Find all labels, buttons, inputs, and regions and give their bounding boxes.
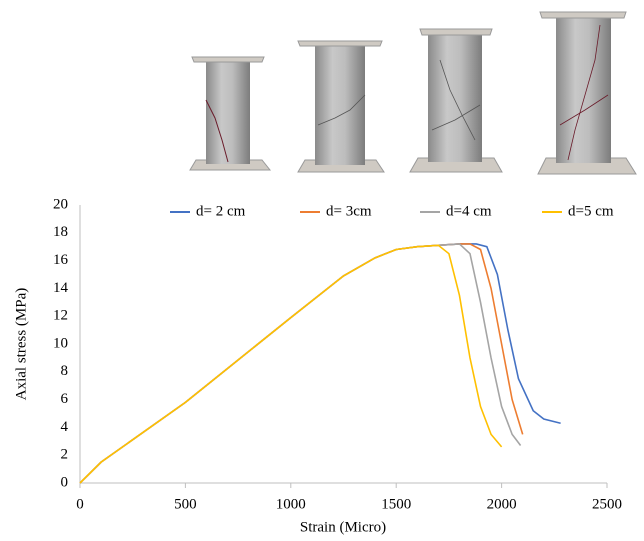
y-tick-label: 18 bbox=[53, 224, 68, 240]
x-axis-title: Strain (Micro) bbox=[300, 519, 386, 535]
y-tick-label: 20 bbox=[53, 196, 68, 212]
x-tick-label: 1000 bbox=[276, 496, 306, 512]
x-tick-label: 0 bbox=[76, 496, 84, 512]
y-tick-label: 4 bbox=[61, 419, 69, 435]
specimen-5cm bbox=[537, 11, 637, 175]
x-tick-label: 500 bbox=[174, 496, 197, 512]
legend-label: d= 2 cm bbox=[196, 203, 246, 219]
y-tick-label: 2 bbox=[61, 447, 69, 463]
legend-label: d= 3cm bbox=[326, 203, 372, 219]
y-tick-label: 8 bbox=[61, 363, 69, 379]
y-tick-label: 10 bbox=[53, 335, 68, 351]
x-tick-label: 1500 bbox=[381, 496, 411, 512]
legend-label: d=4 cm bbox=[446, 203, 492, 219]
y-tick-label: 0 bbox=[61, 474, 69, 490]
series-line bbox=[79, 243, 522, 484]
x-tick-label: 2000 bbox=[487, 496, 517, 512]
legend-label: d=5 cm bbox=[568, 203, 614, 219]
specimen-3cm bbox=[297, 40, 385, 173]
y-tick-label: 6 bbox=[61, 391, 69, 407]
x-tick-label: 2500 bbox=[592, 496, 622, 512]
specimen-images bbox=[189, 11, 637, 175]
y-tick-label: 12 bbox=[53, 308, 68, 324]
y-tick-label: 14 bbox=[53, 280, 69, 296]
specimen-4cm bbox=[409, 28, 503, 173]
series-line bbox=[79, 244, 503, 484]
y-axis-title: Axial stress (MPa) bbox=[13, 288, 29, 401]
specimen-2cm bbox=[189, 56, 272, 171]
y-tick-label: 16 bbox=[53, 252, 69, 268]
